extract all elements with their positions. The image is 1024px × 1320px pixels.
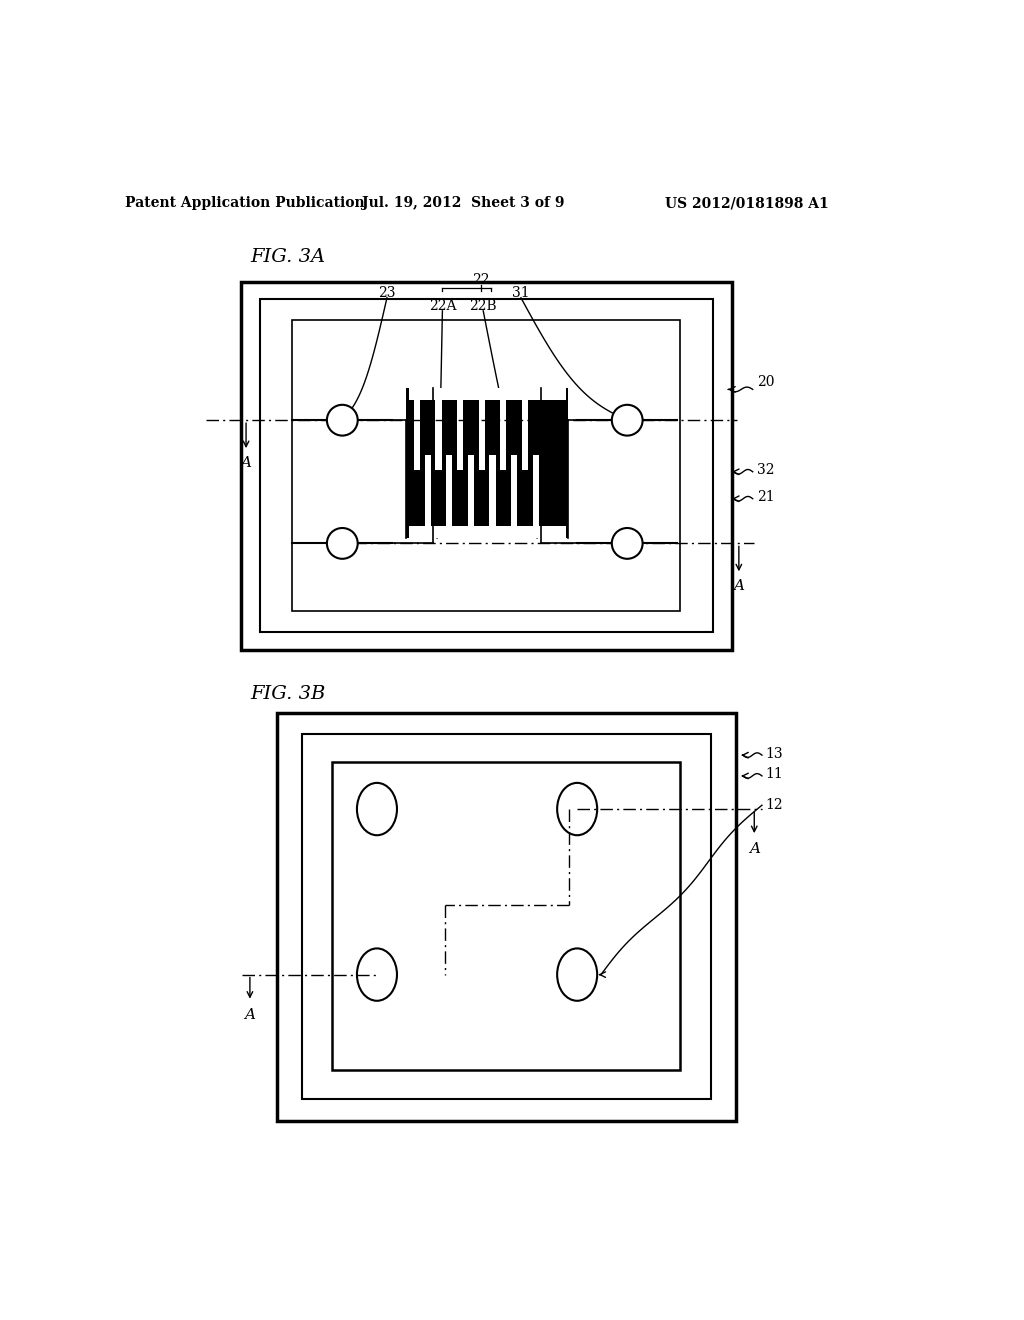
Ellipse shape	[611, 405, 643, 436]
Text: US 2012/0181898 A1: US 2012/0181898 A1	[665, 197, 828, 210]
Text: 31: 31	[512, 286, 529, 300]
Ellipse shape	[611, 528, 643, 558]
Ellipse shape	[327, 405, 357, 436]
Text: A: A	[245, 1007, 255, 1022]
Text: 22B: 22B	[469, 300, 497, 313]
Text: 20: 20	[757, 375, 774, 388]
Text: 32: 32	[757, 463, 774, 478]
Bar	[457, 400, 463, 470]
Bar	[532, 455, 539, 525]
Ellipse shape	[327, 528, 357, 558]
Bar	[292, 321, 680, 611]
Text: Jul. 19, 2012  Sheet 3 of 9: Jul. 19, 2012 Sheet 3 of 9	[361, 197, 564, 210]
Bar	[446, 455, 453, 525]
Bar	[301, 734, 711, 1100]
Bar	[511, 455, 517, 525]
Bar	[407, 388, 568, 539]
Bar	[425, 455, 431, 525]
Bar	[521, 400, 528, 470]
Bar	[489, 455, 496, 525]
Text: 23: 23	[378, 286, 395, 300]
Text: 12: 12	[766, 799, 783, 812]
Ellipse shape	[357, 783, 397, 836]
Text: 22A: 22A	[429, 300, 456, 313]
Text: FIG. 3B: FIG. 3B	[250, 685, 326, 702]
Ellipse shape	[557, 948, 597, 1001]
Text: 11: 11	[766, 767, 783, 781]
Bar	[414, 400, 420, 470]
Bar	[409, 388, 565, 400]
Text: 22: 22	[472, 273, 489, 286]
Text: A: A	[241, 455, 252, 470]
Bar	[468, 455, 474, 525]
Bar	[276, 713, 736, 1121]
Ellipse shape	[357, 948, 397, 1001]
Bar	[500, 400, 506, 470]
Bar	[333, 762, 680, 1071]
Bar	[241, 281, 732, 649]
Text: 13: 13	[766, 747, 783, 760]
Text: A: A	[749, 842, 760, 857]
Bar	[478, 400, 484, 470]
Bar	[435, 400, 441, 470]
Ellipse shape	[557, 783, 597, 836]
Bar	[260, 300, 713, 632]
Text: Patent Application Publication: Patent Application Publication	[125, 197, 365, 210]
Text: A: A	[733, 578, 744, 593]
Bar	[409, 525, 565, 539]
Text: 21: 21	[757, 490, 774, 504]
Text: FIG. 3A: FIG. 3A	[250, 248, 325, 265]
